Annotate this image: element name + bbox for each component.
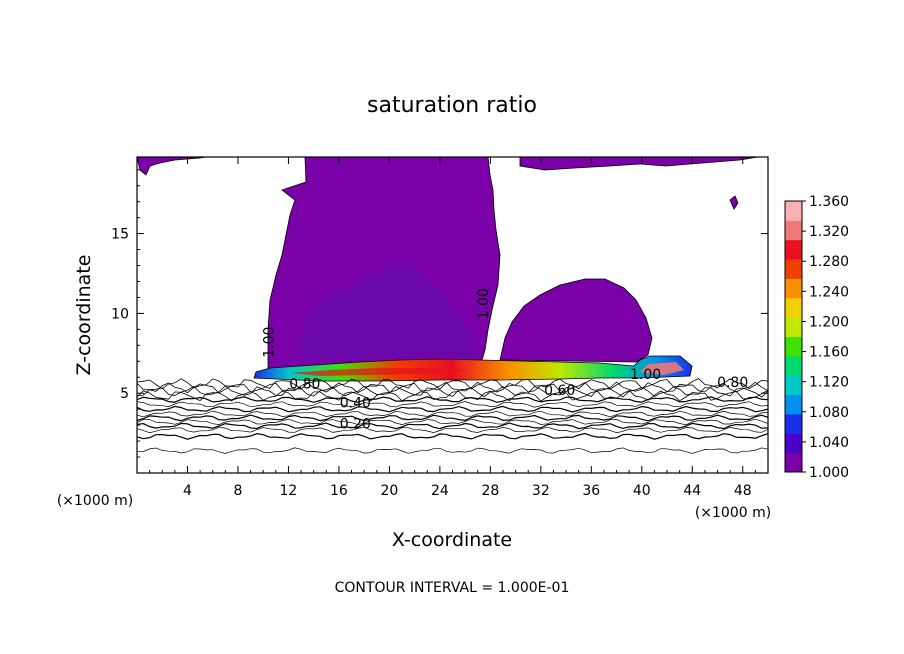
colorbar-swatch <box>785 239 802 260</box>
x-tick-label: 28 <box>481 483 499 499</box>
colorbar: 1.360 1.320 1.280 1.240 1.200 1.160 1.120 1.080… <box>784 194 849 481</box>
colorbar-label: 1.200 <box>809 314 849 330</box>
contour-line <box>137 396 768 403</box>
contour-line <box>137 426 768 434</box>
colorbar-swatch <box>785 433 802 454</box>
x-tick-label: 8 <box>233 483 242 499</box>
contour-interval-note: CONTOUR INTERVAL = 1.000E-01 <box>335 580 570 596</box>
colorbar-label: 1.280 <box>809 254 849 270</box>
contour-line <box>137 378 768 390</box>
x-tick-label: 36 <box>582 483 600 499</box>
contour-label: 1.00 <box>261 327 277 358</box>
x-axis-ticks: 4 8 12 16 20 24 28 32 36 40 44 48 <box>149 157 756 499</box>
contour-line <box>137 418 768 426</box>
x-tick-label: 12 <box>280 483 298 499</box>
contour-line <box>137 405 768 413</box>
colorbar-swatch <box>785 452 802 473</box>
x-tick-label: 4 <box>183 483 192 499</box>
colorbar-label: 1.040 <box>809 435 849 451</box>
region-right-cell <box>499 278 653 363</box>
colorbar-swatch <box>785 297 802 318</box>
contour-line <box>137 401 768 408</box>
colorbar-swatch <box>785 336 802 357</box>
colorbar-label: 1.000 <box>809 465 849 481</box>
colorbar-swatch <box>785 375 802 396</box>
contour-label: 0.20 <box>340 416 371 432</box>
contour-label: 0.80 <box>289 376 320 392</box>
contour-label: 1.00 <box>476 288 492 319</box>
x-axis-label: X-coordinate <box>392 529 512 551</box>
y-tick-label: 15 <box>111 227 129 243</box>
y-tick-label: 10 <box>111 306 129 322</box>
colorbar-swatch <box>785 259 802 279</box>
x-tick-label: 16 <box>330 483 348 499</box>
colorbar-swatch <box>785 413 802 434</box>
colorbar-swatch <box>785 278 802 299</box>
colorbar-label: 1.080 <box>809 405 849 421</box>
x-tick-label: 20 <box>380 483 398 499</box>
colorbar-swatch <box>785 220 802 241</box>
x-tick-label: 24 <box>431 483 449 499</box>
colorbar-swatch <box>785 394 802 415</box>
colorbar-label: 1.320 <box>809 224 849 240</box>
peak-layer-core-right <box>640 362 684 375</box>
y-tick-label: 5 <box>120 386 129 402</box>
y-axis-label: Z-coordinate <box>73 255 95 376</box>
x-unit-label-left: (×1000 m) <box>57 493 133 509</box>
contour-line <box>137 432 768 440</box>
contour-line <box>137 410 768 418</box>
contour-label: 0.40 <box>340 396 371 412</box>
region-small-cell <box>729 195 739 210</box>
x-tick-label: 40 <box>633 483 651 499</box>
x-tick-label: 48 <box>734 483 752 499</box>
contour-line <box>137 381 768 394</box>
contour-labels: 1.00 1.00 1.00 0.80 0.80 0.60 0.40 0.20 <box>261 288 748 432</box>
peak-layer-core <box>290 368 470 376</box>
chart-title: saturation ratio <box>367 93 537 118</box>
y-axis-ticks: 5 10 15 <box>111 169 768 458</box>
x-tick-label: 44 <box>683 483 701 499</box>
contour-label: 0.60 <box>544 383 575 399</box>
contour-lines <box>137 378 768 454</box>
colorbar-label: 1.240 <box>809 284 849 300</box>
colorbar-swatch <box>785 355 802 376</box>
region-top-left-cap <box>137 157 207 176</box>
x-unit-label-right: (×1000 m) <box>695 505 771 521</box>
colorbar-label: 1.160 <box>809 345 849 361</box>
contour-label: 1.00 <box>630 367 661 383</box>
colorbar-swatch <box>785 317 802 337</box>
region-top-right-cap <box>519 157 759 171</box>
x-tick-label: 32 <box>532 483 550 499</box>
contour-line <box>137 447 768 454</box>
colorbar-label: 1.360 <box>809 194 849 210</box>
colorbar-label: 1.120 <box>809 375 849 391</box>
contour-label: 0.80 <box>717 375 748 391</box>
contour-line <box>137 414 768 422</box>
tower-shading <box>300 262 478 360</box>
colorbar-frame <box>784 200 803 473</box>
contour-line <box>137 390 768 402</box>
plot-area <box>137 157 768 454</box>
contour-line <box>137 422 768 430</box>
colorbar-swatch <box>785 201 802 221</box>
